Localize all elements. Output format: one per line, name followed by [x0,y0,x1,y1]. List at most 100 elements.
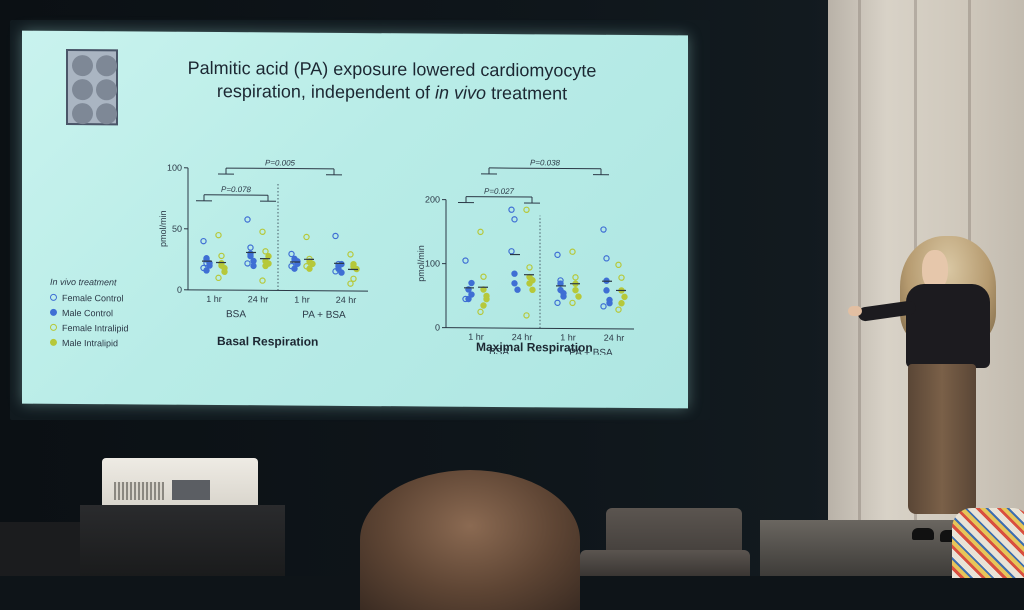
data-point [333,233,338,238]
projector-panel [172,480,210,500]
audience-chair [580,550,750,576]
projector-vent [114,482,164,500]
data-point [561,294,566,299]
data-point [570,300,575,305]
data-point [469,280,474,285]
data-point [530,287,535,292]
data-point [260,229,265,234]
data-point [607,301,612,306]
legend-marker-male-intralipid [50,339,57,346]
data-point [245,217,250,222]
data-point [527,265,532,270]
data-point [616,262,621,267]
data-point [351,264,356,269]
data-point [604,256,609,261]
data-point [570,249,575,254]
data-point [204,268,209,273]
legend-label: Female Intralipid [62,322,129,332]
data-point [339,261,344,266]
data-point [463,258,468,263]
y-tick-label: 200 [425,194,440,204]
group-label: BSA [226,309,246,320]
data-point [248,245,253,250]
presenter-torso [906,284,990,368]
data-point [478,229,483,234]
data-point [222,266,227,271]
data-point [266,261,271,266]
legend-title: In vivo treatment [50,277,129,288]
data-point [604,288,609,293]
x-tick-label: 24 hr [604,333,625,343]
y-tick-label: 100 [425,258,440,268]
data-point [295,259,300,264]
presentation-slide: Palmitic acid (PA) exposure lowered card… [22,31,688,409]
data-point [348,252,353,257]
data-point [348,281,353,286]
data-point [260,278,265,283]
data-point [530,278,535,283]
maximal-respiration-title: Maximal Respiration [476,340,593,355]
legend-label: Male Intralipid [62,337,118,347]
data-point [619,301,624,306]
legend-marker-female-intralipid [50,324,57,331]
curtain-fold [858,0,861,530]
data-point [466,296,471,301]
presenter-skirt [908,364,976,514]
data-point [351,276,356,281]
data-point [512,271,517,276]
well-icon [72,79,93,100]
projector-table [80,505,285,576]
presenter-shoe [912,528,934,540]
data-point [509,249,514,254]
title-text: respiration, independent of [217,81,435,103]
y-tick-label: 0 [435,323,440,333]
well-icon [72,103,93,124]
data-point [573,288,578,293]
group-label: PA + BSA [302,310,346,321]
data-point [622,294,627,299]
data-point [555,300,560,305]
data-point [619,275,624,280]
data-point [304,234,309,239]
well-icon [96,103,117,124]
data-point [576,294,581,299]
data-point [478,309,483,314]
audience-head [360,470,580,610]
data-point [263,249,268,254]
data-point [601,304,606,309]
data-point [573,275,578,280]
y-axis-label: pmol/min [158,210,168,247]
data-point [310,261,315,266]
data-point [336,266,341,271]
x-tick-label: 24 hr [336,295,357,305]
legend-item: Female Intralipid [50,320,129,336]
data-point [216,275,221,280]
p-value-label: P=0.038 [530,158,561,167]
data-point [509,207,514,212]
data-point [601,227,606,232]
legend-marker-male-control [50,309,57,316]
y-axis-label: pmol/min [416,245,426,282]
data-point [481,303,486,308]
presenter-hand [848,306,862,316]
data-point [484,293,489,298]
slide-title-line2: respiration, independent of in vivo trea… [92,79,692,106]
data-point [616,307,621,312]
x-tick-label: 1 hr [294,295,310,305]
data-point [512,281,517,286]
significance-bracket [489,168,601,169]
data-point [481,274,486,279]
x-tick-label: 1 hr [206,294,222,304]
data-point [307,266,312,271]
x-tick-label: 24 hr [248,294,269,304]
title-text: treatment [486,83,567,104]
data-point [248,253,253,258]
data-point [201,239,206,244]
significance-bracket [226,168,334,169]
y-tick-label: 100 [167,163,182,173]
data-point [289,251,294,256]
legend-label: Female Control [62,292,124,302]
data-point [219,253,224,258]
